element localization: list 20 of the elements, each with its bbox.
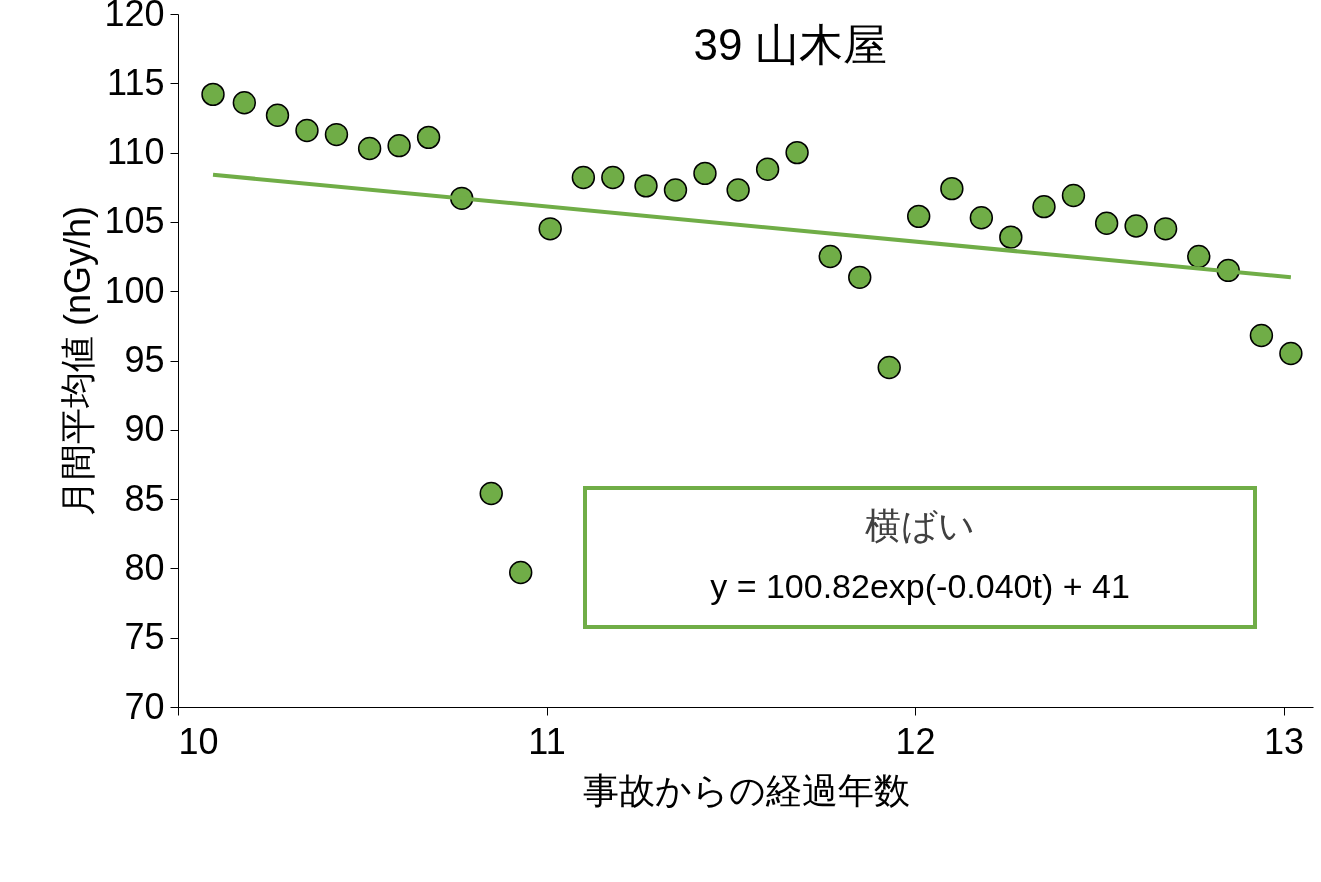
y-tick-label: 85 [124,477,165,519]
chart-title: 39 山木屋 [693,20,887,69]
y-tick-label: 90 [124,408,165,450]
x-tick-label: 13 [1264,720,1305,762]
x-tick-label: 12 [895,720,936,762]
y-tick-label: 110 [107,131,165,173]
y-tick-label: 115 [107,61,165,103]
y-tick-label: 75 [124,616,165,658]
x-tick-label: 11 [528,720,566,762]
y-tick-label: 105 [104,200,165,242]
annotation: y = 100.82exp(-0.040t) + 41 [710,567,1130,605]
y-tick-label: 95 [124,339,165,380]
annotation: 横ばい [865,505,975,546]
y-tick-label: 100 [104,269,165,311]
y-axis-title: 月間平均値 (nGy/h) [57,205,99,517]
y-tick-label: 70 [124,685,165,727]
y-tick-label: 120 [104,0,165,34]
y-tick-label: 80 [124,546,165,588]
x-tick-label: 10 [178,720,219,762]
x-axis-title: 事故からの経過年数 [582,769,910,811]
